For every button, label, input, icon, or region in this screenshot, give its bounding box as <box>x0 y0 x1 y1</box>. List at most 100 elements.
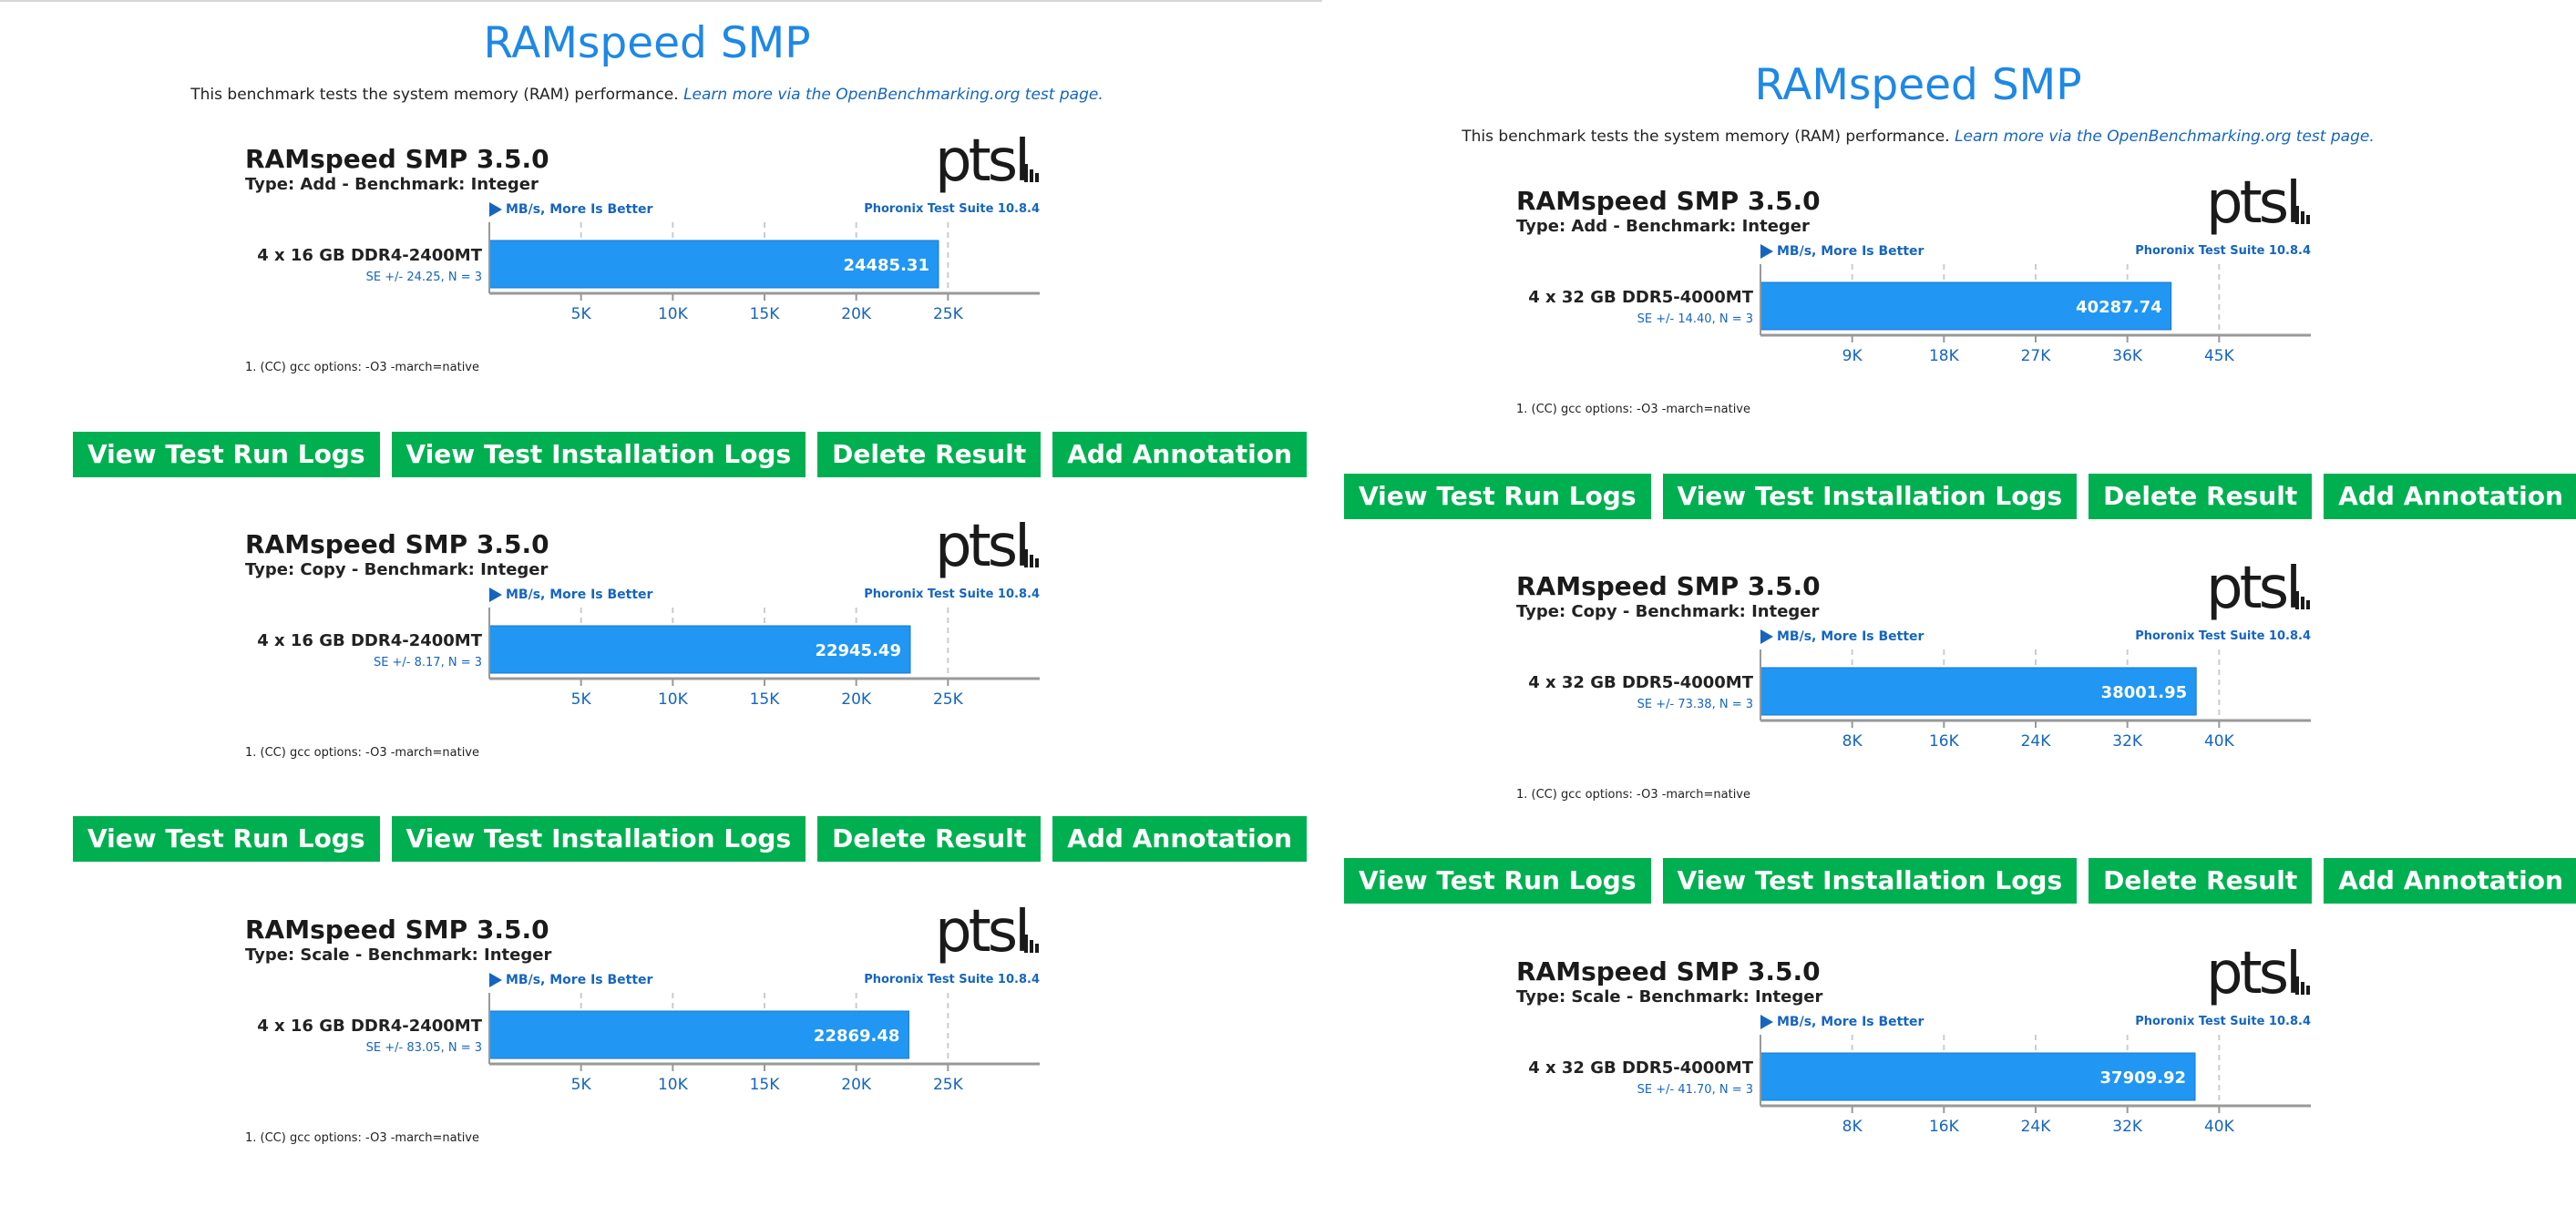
compiler-footnote: 1. (CC) gcc options: -O3 -march=native <box>245 746 479 760</box>
result-subtitle: Type: Scale - Benchmark: Integer <box>245 945 552 965</box>
metric-text: MB/s, More Is Better <box>1777 244 1924 259</box>
compiler-footnote: 1. (CC) gcc options: -O3 -march=native <box>245 1131 479 1145</box>
tick-label: 8K <box>1842 1118 1863 1136</box>
tick-label: 20K <box>841 1076 872 1094</box>
category-label: 4 x 16 GB DDR4-2400MT <box>257 1017 482 1036</box>
bar <box>488 1010 909 1059</box>
delete-result-button[interactable]: Delete Result <box>2089 858 2313 904</box>
value-label: 22945.49 <box>815 641 901 660</box>
top-divider <box>0 0 1322 2</box>
tick-label: 40K <box>2204 1118 2235 1136</box>
value-label: 40287.74 <box>2076 298 2162 317</box>
logo-text: ptsl <box>935 137 1027 195</box>
compiler-footnote: 1. (CC) gcc options: -O3 -march=native <box>1516 788 1750 802</box>
result-actions: View Test Run Logs View Test Installatio… <box>1344 474 2576 519</box>
result-subtitle: Type: Scale - Benchmark: Integer <box>1516 987 1823 1007</box>
result-actions: View Test Run Logs View Test Installatio… <box>73 432 1307 477</box>
view-test-installation-logs-button[interactable]: View Test Installation Logs <box>391 432 806 477</box>
metric-label: MB/s, More Is Better <box>489 202 652 217</box>
tick-label: 36K <box>2112 347 2143 365</box>
suite-version: Phoronix Test Suite 10.8.4 <box>2135 629 2311 643</box>
logo-text: ptsl <box>935 907 1027 966</box>
result-actions: View Test Run Logs View Test Installatio… <box>1344 858 2576 904</box>
delete-result-button[interactable]: Delete Result <box>2089 474 2313 519</box>
compiler-footnote: 1. (CC) gcc options: -O3 -march=native <box>1516 403 1750 416</box>
learn-more-link[interactable]: Learn more via the OpenBenchmarking.org … <box>1955 128 2375 146</box>
bar <box>488 240 939 289</box>
tick-label: 15K <box>750 690 781 709</box>
result-subtitle: Type: Add - Benchmark: Integer <box>245 175 539 194</box>
bar <box>1760 667 2197 716</box>
result-title: RAMspeed SMP 3.5.0 <box>1516 571 1821 601</box>
pts-logo-icon: ptsl <box>2206 949 2310 1007</box>
value-label: 22869.48 <box>814 1027 900 1046</box>
metric-text: MB/s, More Is Better <box>506 588 653 602</box>
suite-version: Phoronix Test Suite 10.8.4 <box>864 202 1040 216</box>
tick-label: 18K <box>1929 347 1960 365</box>
add-annotation-button[interactable]: Add Annotation <box>2324 858 2576 904</box>
description-text: This benchmark tests the system memory (… <box>1462 128 1950 146</box>
compiler-footnote: 1. (CC) gcc options: -O3 -march=native <box>245 361 479 374</box>
metric-label: MB/s, More Is Better <box>489 973 652 987</box>
tick-label: 25K <box>933 690 964 709</box>
pts-logo-icon: ptsl <box>935 907 1039 966</box>
error-label: SE +/- 83.05, N = 3 <box>366 1041 482 1055</box>
suite-version: Phoronix Test Suite 10.8.4 <box>864 588 1040 601</box>
view-test-run-logs-button[interactable]: View Test Run Logs <box>1344 858 1651 904</box>
bar-chart: 8K 16K 24K 32K 40K 38001.95 4 x 32 GB DDR5-400… <box>1528 649 2311 751</box>
result-subtitle: Type: Copy - Benchmark: Integer <box>245 560 549 579</box>
pts-logo-icon: ptsl <box>935 522 1039 580</box>
result-title: RAMspeed SMP 3.5.0 <box>245 915 549 945</box>
error-label: SE +/- 41.70, N = 3 <box>1637 1083 1753 1097</box>
add-annotation-button[interactable]: Add Annotation <box>1052 432 1307 477</box>
category-label: 4 x 32 GB DDR5-4000MT <box>1528 673 1753 692</box>
error-label: SE +/- 24.25, N = 3 <box>366 271 482 284</box>
tick-label: 27K <box>2021 347 2052 365</box>
result-title: RAMspeed SMP 3.5.0 <box>1516 956 1821 986</box>
metric-label: MB/s, More Is Better <box>489 588 652 602</box>
tick-label: 5K <box>571 690 592 709</box>
bar-chart: 5K 10K 15K 20K 25K 22945.49 4 x 16 GB DDR4-240… <box>257 608 1040 709</box>
category-label: 4 x 16 GB DDR4-2400MT <box>257 631 482 650</box>
tick-label: 16K <box>1929 732 1960 751</box>
metric-label: MB/s, More Is Better <box>1760 244 1924 259</box>
result-card: RAMspeed SMP 3.5.0 Type: Scale - Benchma… <box>234 907 1040 1164</box>
tick-label: 20K <box>841 305 872 323</box>
result-card: RAMspeed SMP 3.5.0 Type: Add - Benchmark… <box>1505 179 2311 435</box>
result-subtitle: Type: Copy - Benchmark: Integer <box>1516 602 1820 621</box>
suite-version: Phoronix Test Suite 10.8.4 <box>2135 244 2311 258</box>
view-test-run-logs-button[interactable]: View Test Run Logs <box>73 816 380 862</box>
metric-text: MB/s, More Is Better <box>1777 1015 1924 1029</box>
view-test-installation-logs-button[interactable]: View Test Installation Logs <box>1662 474 2078 519</box>
metric-text: MB/s, More Is Better <box>506 973 653 987</box>
result-panel-left: RAMspeed SMP This benchmark tests the sy… <box>0 0 1307 1164</box>
tick-label: 32K <box>2112 732 2143 751</box>
tick-label: 5K <box>571 1076 592 1094</box>
add-annotation-button[interactable]: Add Annotation <box>2324 474 2576 519</box>
error-label: SE +/- 14.40, N = 3 <box>1637 312 1753 326</box>
pts-logo-icon: ptsl <box>935 137 1039 195</box>
logo-text: ptsl <box>2206 564 2298 622</box>
delete-result-button[interactable]: Delete Result <box>817 432 1042 477</box>
value-label: 37909.92 <box>2100 1068 2187 1088</box>
play-triangle-icon <box>1760 244 1773 259</box>
result-card: RAMspeed SMP 3.5.0 Type: Copy - Benchmar… <box>1505 564 2311 821</box>
tick-label: 24K <box>2021 1118 2052 1136</box>
logo-text: ptsl <box>2206 949 2298 1007</box>
add-annotation-button[interactable]: Add Annotation <box>1052 816 1307 862</box>
metric-label: MB/s, More Is Better <box>1760 1015 1924 1029</box>
view-test-run-logs-button[interactable]: View Test Run Logs <box>73 432 380 477</box>
category-label: 4 x 32 GB DDR5-4000MT <box>1528 1058 1753 1078</box>
delete-result-button[interactable]: Delete Result <box>817 816 1042 862</box>
result-card: RAMspeed SMP 3.5.0 Type: Scale - Benchma… <box>1505 949 2311 1206</box>
tick-label: 9K <box>1842 347 1863 365</box>
learn-more-link[interactable]: Learn more via the OpenBenchmarking.org … <box>683 86 1103 104</box>
view-test-installation-logs-button[interactable]: View Test Installation Logs <box>391 816 806 862</box>
view-test-installation-logs-button[interactable]: View Test Installation Logs <box>1662 858 2078 904</box>
tick-label: 5K <box>571 305 592 323</box>
result-card: RAMspeed SMP 3.5.0 Type: Add - Benchmark… <box>234 137 1040 393</box>
tick-label: 10K <box>658 1076 689 1094</box>
error-label: SE +/- 73.38, N = 3 <box>1637 698 1753 711</box>
category-label: 4 x 16 GB DDR4-2400MT <box>257 246 482 265</box>
view-test-run-logs-button[interactable]: View Test Run Logs <box>1344 474 1651 519</box>
